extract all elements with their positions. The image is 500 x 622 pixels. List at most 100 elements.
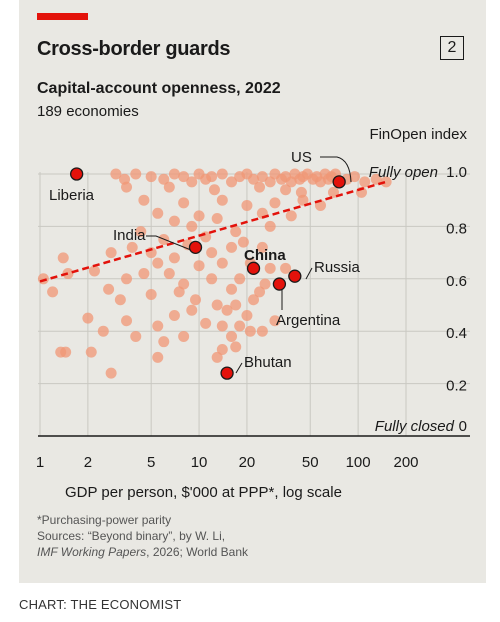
x-tick-label: 50 bbox=[302, 454, 319, 471]
x-axis-title: GDP per person, $'000 at PPP*, log scale bbox=[65, 484, 342, 501]
data-point bbox=[130, 168, 142, 180]
data-point bbox=[264, 262, 276, 274]
sources-rest: , 2026; World Bank bbox=[146, 545, 248, 559]
data-point bbox=[60, 346, 72, 358]
data-point bbox=[152, 257, 164, 269]
data-point bbox=[264, 220, 276, 232]
data-point bbox=[152, 320, 164, 332]
x-tick-label: 10 bbox=[191, 454, 208, 471]
point-label: India bbox=[113, 227, 146, 244]
data-point bbox=[216, 344, 228, 356]
data-point bbox=[226, 330, 238, 342]
data-point bbox=[103, 283, 115, 295]
data-point bbox=[121, 273, 133, 285]
data-point bbox=[269, 197, 281, 209]
data-point bbox=[88, 265, 100, 277]
label-leader-line bbox=[305, 267, 313, 280]
data-point bbox=[208, 184, 220, 196]
point-label: China bbox=[244, 247, 286, 264]
data-point bbox=[241, 309, 253, 321]
data-point bbox=[145, 289, 157, 301]
data-point bbox=[121, 315, 133, 327]
data-point bbox=[234, 273, 246, 285]
x-tick-label: 1 bbox=[36, 454, 44, 471]
data-point bbox=[105, 247, 117, 259]
data-point bbox=[47, 286, 59, 298]
data-point bbox=[280, 184, 292, 196]
data-point bbox=[57, 252, 69, 264]
data-point bbox=[121, 181, 133, 193]
point-label: Argentina bbox=[276, 312, 341, 329]
y-tick-label: 0.2 bbox=[446, 378, 467, 395]
x-tick-label: 5 bbox=[147, 454, 155, 471]
y-tick-label: 0.4 bbox=[446, 325, 467, 342]
data-point bbox=[138, 194, 150, 206]
data-point bbox=[97, 325, 109, 337]
data-point bbox=[211, 351, 223, 363]
data-point bbox=[221, 304, 233, 316]
data-point bbox=[82, 312, 94, 324]
data-point bbox=[297, 194, 309, 206]
data-point bbox=[168, 309, 180, 321]
data-point bbox=[285, 210, 297, 222]
highlighted-point bbox=[220, 366, 234, 380]
data-point bbox=[349, 171, 361, 183]
data-point bbox=[193, 260, 205, 272]
data-point bbox=[226, 176, 238, 188]
data-point bbox=[234, 320, 246, 332]
chart-subtitle: Capital-account openness, 2022 bbox=[37, 80, 281, 97]
data-point bbox=[256, 241, 268, 253]
data-point bbox=[259, 278, 271, 290]
x-tick-label: 20 bbox=[239, 454, 256, 471]
chart-number-badge: 2 bbox=[440, 36, 464, 60]
data-point bbox=[380, 176, 392, 188]
data-point bbox=[216, 320, 228, 332]
data-point bbox=[163, 181, 175, 193]
data-point bbox=[168, 252, 180, 264]
data-point bbox=[152, 351, 164, 363]
data-point bbox=[206, 247, 218, 259]
y-axis-title: FinOpen index bbox=[369, 126, 467, 143]
data-point bbox=[178, 330, 190, 342]
x-tick-label: 200 bbox=[393, 454, 418, 471]
data-point bbox=[130, 330, 142, 342]
data-point bbox=[190, 294, 202, 306]
data-point bbox=[226, 283, 238, 295]
chart-title: Cross-border guards bbox=[37, 38, 231, 60]
highlighted-point bbox=[188, 240, 203, 255]
data-point bbox=[216, 194, 228, 206]
point-label: US bbox=[291, 149, 312, 166]
data-point bbox=[206, 273, 218, 285]
data-point bbox=[178, 171, 190, 183]
data-point bbox=[244, 325, 256, 337]
chart-card bbox=[19, 0, 486, 583]
y-end-label-bottom: Fully closed bbox=[375, 418, 455, 435]
data-point bbox=[226, 241, 238, 253]
data-point bbox=[256, 325, 268, 337]
data-point bbox=[110, 168, 122, 180]
data-point bbox=[237, 236, 249, 248]
brand-red-bar bbox=[37, 13, 88, 20]
y-tick-label: 0.8 bbox=[446, 220, 467, 237]
chart-sample-size: 189 economies bbox=[37, 103, 139, 120]
label-leader-line bbox=[320, 156, 352, 183]
y-end-label-top: Fully open bbox=[369, 164, 438, 181]
data-point bbox=[256, 171, 268, 183]
highlighted-point bbox=[246, 261, 261, 275]
point-label: Bhutan bbox=[244, 354, 292, 371]
data-point bbox=[248, 173, 260, 185]
x-tick-label: 2 bbox=[84, 454, 92, 471]
data-point bbox=[152, 207, 164, 219]
data-point bbox=[241, 199, 253, 211]
data-point bbox=[206, 171, 218, 183]
highlighted-point bbox=[272, 277, 287, 291]
data-point bbox=[168, 215, 180, 227]
data-point bbox=[62, 268, 74, 280]
data-point bbox=[216, 168, 228, 180]
data-point bbox=[211, 213, 223, 225]
data-point bbox=[211, 299, 223, 311]
data-point bbox=[126, 241, 138, 253]
highlighted-point bbox=[288, 269, 302, 283]
data-point bbox=[230, 299, 242, 311]
